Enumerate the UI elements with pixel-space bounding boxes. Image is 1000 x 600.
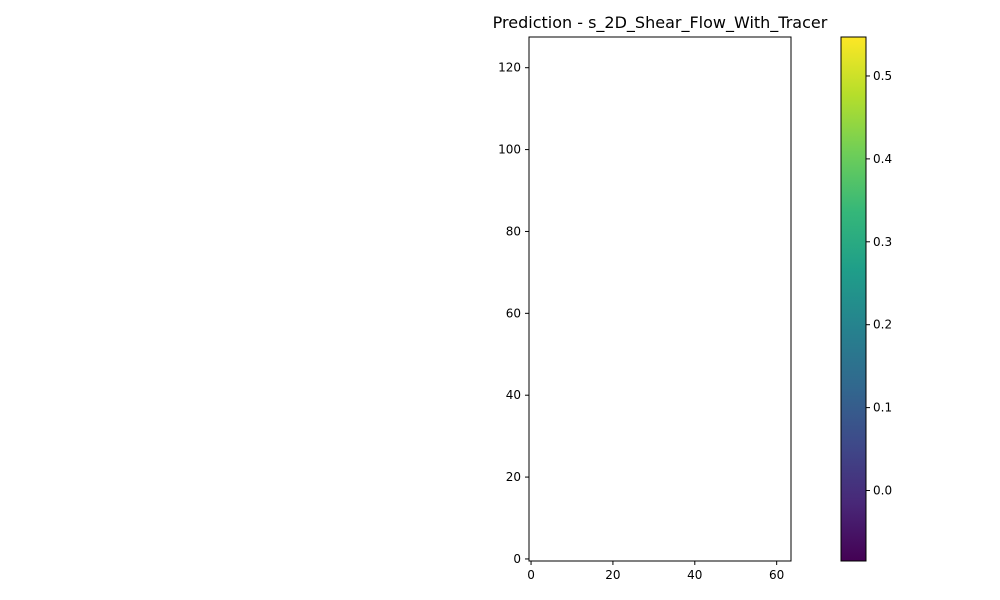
colorbar-tick-label: 0.4 (873, 152, 892, 166)
heatmap-axes: 0 20 40 60 0 20 40 60 80 100 120 (498, 36, 792, 582)
chart-title: Prediction - s_2D_Shear_Flow_With_Tracer (493, 13, 828, 33)
y-tick-label: 40 (506, 388, 521, 402)
y-axis-ticks: 0 20 40 60 80 100 120 (498, 61, 529, 566)
y-tick-label: 120 (498, 61, 521, 75)
x-tick-label: 40 (687, 568, 702, 582)
colorbar: 0.0 0.1 0.2 0.3 0.4 0.5 (840, 36, 892, 562)
colorbar-tick-label: 0.3 (873, 235, 892, 249)
x-axis-ticks: 0 20 40 60 (527, 561, 784, 582)
x-tick-label: 0 (527, 568, 535, 582)
colorbar-tick-label: 0.0 (873, 484, 892, 498)
colorbar-tick-label: 0.5 (873, 69, 892, 83)
y-tick-label: 80 (506, 224, 521, 238)
y-tick-label: 0 (513, 552, 521, 566)
y-tick-label: 100 (498, 143, 521, 157)
colorbar-ticks: 0.0 0.1 0.2 0.3 0.4 0.5 (866, 69, 892, 498)
plot-area (528, 36, 792, 562)
x-tick-label: 20 (605, 568, 620, 582)
colorbar-gradient (840, 36, 867, 562)
y-tick-label: 20 (506, 470, 521, 484)
colorbar-tick-label: 0.1 (873, 401, 892, 415)
x-tick-label: 60 (769, 568, 784, 582)
y-tick-label: 60 (506, 306, 521, 320)
colorbar-tick-label: 0.2 (873, 318, 892, 332)
